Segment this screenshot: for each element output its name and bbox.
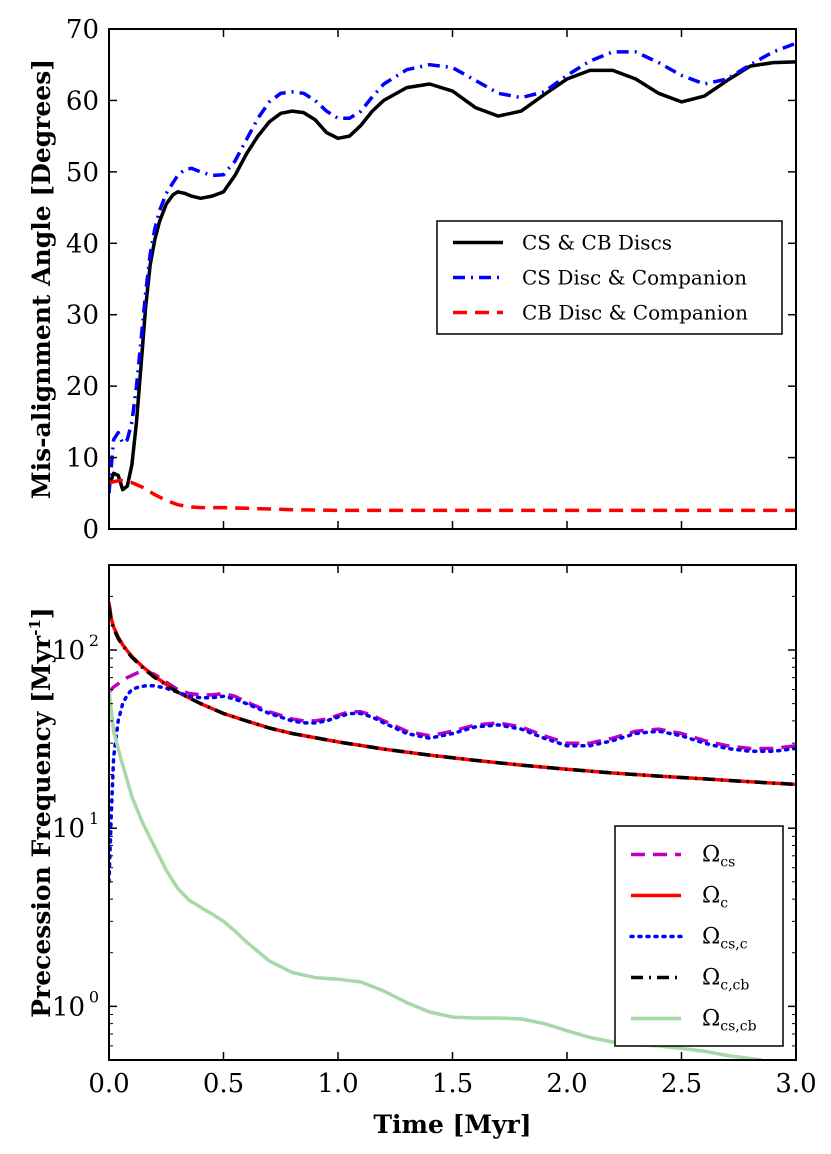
top-y-tick-label: 40 [66,229,99,259]
x-tick-label: 1.0 [317,1069,358,1099]
legend-label-1: CS Disc & Companion [522,266,747,290]
top-y-tick-label: 30 [66,301,99,331]
bottom-y-tick-label: 10 [52,636,85,666]
x-tick-label: 0.0 [88,1069,129,1099]
legend-label-0: CS & CB Discs [522,231,672,255]
top-panel: 0 10 20 30 40 50 60 70 Mis-alignment Angle [Deg… [27,15,797,545]
legend-label-3: Ωc,cb [702,966,749,994]
x-tick-label: 2.0 [546,1069,587,1099]
legend-label-0: Ωcs [702,843,735,871]
legend-label-4: Ωcs,cb [702,1007,757,1035]
bottom-series-group [109,602,796,1060]
bottom-y-tick-label: 10 [52,814,85,844]
legend-box [436,220,783,335]
top-ticks: 0 10 20 30 40 50 60 70 [66,15,797,545]
top-series-group [109,41,796,513]
bottom-y-tick-exponent: 0 [89,987,99,1006]
bottom-y-label-exponent: -1 [26,619,44,636]
bottom-y-tick-label: 10 [52,992,85,1022]
x-tick-label: 3.0 [775,1069,816,1099]
top-legend: CS & CB Discs CS Disc & Companion CB Disc … [436,220,783,335]
top-y-tick-label: 20 [66,372,99,402]
bottom-legend: Ωcs Ωc Ωcs,c Ωc,cb Ωcs,cb [614,825,784,1047]
legend-label-2: CB Disc & Companion [522,301,748,325]
x-axis-label: Time [Myr] [373,1110,531,1139]
top-y-axis-label: Mis-alignment Angle [Degrees] [27,59,56,499]
bottom-y-label-end: ] [27,607,56,619]
bottom-y-label-main: Precession Frequency [Myr [27,635,56,1018]
top-series-line-2 [109,478,796,513]
x-tick-label: 2.5 [661,1069,702,1099]
bottom-y-axis-label: Precession Frequency [Myr-1] [26,607,56,1018]
top-y-tick-label: 70 [66,15,99,45]
bottom-series-line-3 [109,606,796,787]
top-y-tick-label: 10 [66,444,99,474]
top-series-line-1 [109,41,796,494]
legend-label-1: Ωc [702,884,728,912]
top-y-tick-label: 50 [66,158,99,188]
top-y-tick-label: 0 [82,515,99,545]
legend-box [614,825,784,1047]
top-y-tick-label: 60 [66,86,99,116]
x-tick-label: 0.5 [203,1069,244,1099]
bottom-y-tick-exponent: 2 [89,631,99,650]
bottom-series-line-2 [109,684,796,884]
x-tick-label: 1.5 [432,1069,473,1099]
legend-label-2: Ωcs,c [702,925,748,953]
bottom-y-tick-exponent: 1 [89,809,99,828]
